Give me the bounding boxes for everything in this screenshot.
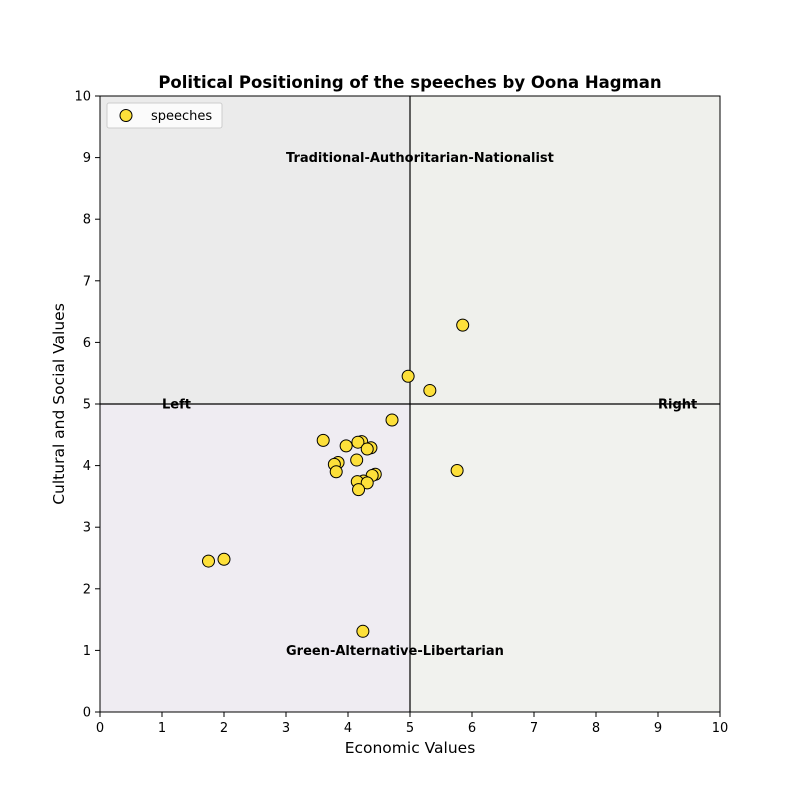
scatter-point — [202, 554, 215, 568]
y-tick-label: 1 — [83, 644, 91, 659]
scatter-point — [352, 483, 366, 497]
quadrant-annotation: Right — [658, 398, 697, 413]
scatter-point — [401, 369, 415, 383]
scatter-point — [350, 453, 364, 467]
y-tick-label: 3 — [83, 521, 91, 536]
scatter-point — [316, 433, 330, 447]
x-tick-label: 6 — [468, 721, 476, 736]
y-tick-label: 5 — [83, 398, 91, 413]
scatter-point — [329, 465, 343, 479]
y-tick-label: 0 — [83, 706, 91, 721]
x-tick-label: 1 — [158, 721, 166, 736]
x-tick-label: 5 — [406, 721, 414, 736]
quadrant-top-left — [100, 96, 410, 404]
y-tick-label: 4 — [83, 459, 91, 474]
quadrant-top-right — [410, 96, 720, 404]
x-axis-label: Economic Values — [345, 739, 476, 757]
x-tick-label: 0 — [96, 721, 104, 736]
x-tick-label: 2 — [220, 721, 228, 736]
x-tick-label: 7 — [530, 721, 538, 736]
quadrant-backgrounds — [100, 96, 720, 712]
x-tick-label: 10 — [712, 721, 729, 736]
scatter-point — [351, 435, 365, 449]
y-tick-label: 7 — [83, 274, 91, 289]
data-points — [202, 318, 470, 638]
legend-box — [106, 102, 223, 129]
x-tick-label: 4 — [344, 721, 352, 736]
y-axis-label: Cultural and Social Values — [50, 303, 68, 505]
x-tick-label: 3 — [282, 721, 290, 736]
quadrant-annotations: Traditional-Authoritarian-Nationalist Gre… — [162, 151, 697, 659]
chart-title: Political Positioning of the speeches by… — [158, 73, 661, 92]
quadrant-annotation: Left — [162, 398, 191, 413]
scatter-point — [360, 476, 374, 490]
quadrant-annotation: Green-Alternative-Libertarian — [286, 644, 504, 659]
scatter-point — [339, 439, 353, 453]
y-axis-ticks: 0 1 2 3 4 5 6 7 8 9 10 — [74, 90, 100, 721]
scatter-point — [450, 464, 464, 478]
scatter-point — [456, 318, 470, 332]
legend: speeches — [106, 102, 223, 129]
y-tick-label: 10 — [74, 90, 91, 105]
scatter-point — [423, 383, 437, 397]
scatter-point — [217, 552, 231, 566]
y-tick-label: 2 — [83, 582, 91, 597]
scatter-point — [356, 624, 370, 638]
quadrant-annotation: Traditional-Authoritarian-Nationalist — [286, 151, 554, 166]
y-tick-label: 8 — [83, 213, 91, 228]
x-tick-label: 9 — [654, 721, 662, 736]
quadrant-bottom-right — [410, 404, 720, 712]
y-tick-label: 9 — [83, 151, 91, 166]
x-tick-label: 8 — [592, 721, 600, 736]
legend-marker — [119, 109, 133, 122]
scatter-point — [360, 442, 374, 456]
scatter-point — [385, 413, 399, 427]
legend-label-speeches: speeches — [151, 109, 212, 124]
x-axis-ticks: 0 1 2 3 4 5 6 7 8 9 10 — [96, 712, 728, 736]
y-tick-label: 6 — [83, 336, 91, 351]
